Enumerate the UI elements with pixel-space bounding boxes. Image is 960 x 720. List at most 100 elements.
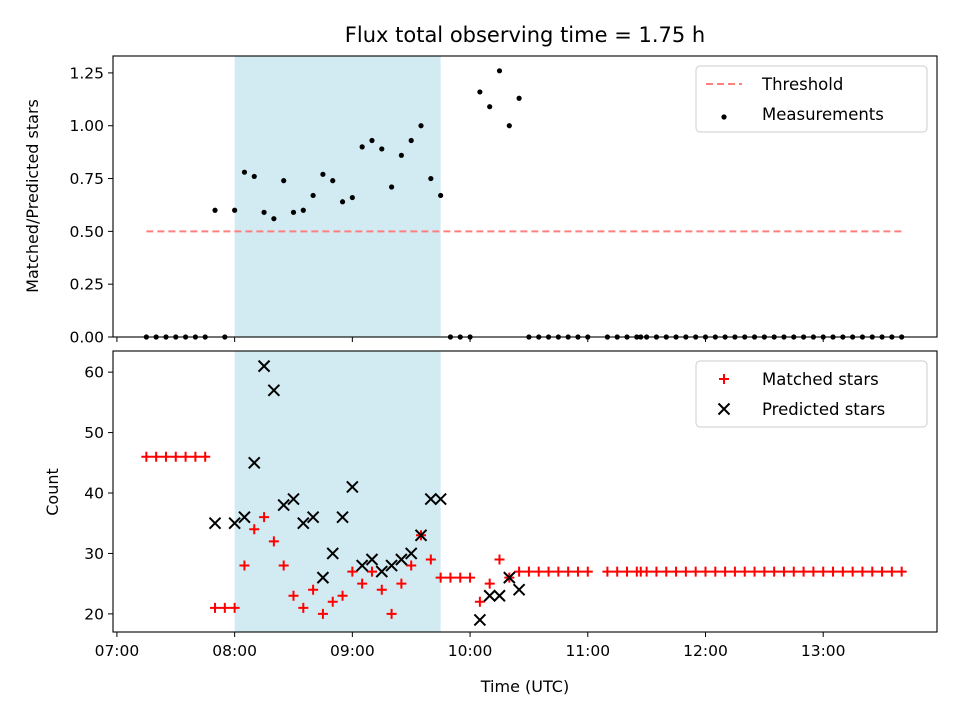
predicted-star-point <box>257 359 271 373</box>
matched-star-point <box>465 572 476 583</box>
bottom-y-axis-label: Count <box>43 468 62 516</box>
bottom-y-tick-label: 60 <box>84 364 104 382</box>
matched-star-point <box>710 566 721 577</box>
matched-star-point <box>494 554 505 565</box>
matched-star-point <box>268 536 279 547</box>
matched-star-point <box>563 566 574 577</box>
x-tick-label: 12:00 <box>683 642 728 660</box>
matched-star-point <box>317 608 328 619</box>
measurement-point <box>369 137 375 144</box>
measurement-point <box>349 194 355 201</box>
matched-star-point <box>337 590 348 601</box>
bottom-y-tick-label: 50 <box>84 424 104 442</box>
matched-star-point <box>622 566 633 577</box>
x-tick-label: 11:00 <box>565 642 610 660</box>
matched-star-point <box>445 572 456 583</box>
matched-star-point <box>327 596 338 607</box>
top-legend: Threshold Measurements <box>695 65 928 133</box>
matched-star-point <box>847 566 858 577</box>
matched-star-point <box>808 566 819 577</box>
matched-star-point <box>210 602 221 613</box>
predicted-star-point <box>346 480 359 494</box>
bottom-y-tick-label: 30 <box>84 545 104 563</box>
measurement-point <box>516 95 522 101</box>
predicted-star-point <box>316 571 330 584</box>
predicted-star-point <box>248 456 261 470</box>
measurement-point <box>320 171 326 177</box>
predicted-star-point <box>267 384 281 397</box>
matched-star-point <box>455 572 466 583</box>
predicted-star-point <box>238 510 251 524</box>
matched-star-point <box>788 566 799 577</box>
matched-star-point <box>229 602 240 613</box>
x-tick-label: 13:00 <box>801 642 846 660</box>
matched-star-point <box>180 451 191 462</box>
measurement-point <box>359 144 365 150</box>
matched-star-point <box>484 578 495 589</box>
matched-star-point <box>219 602 230 613</box>
measurement-point <box>398 152 404 158</box>
legend-label: Predicted stars <box>762 400 885 419</box>
x-tick-label: 07:00 <box>95 642 140 660</box>
matched-star-point <box>298 602 309 613</box>
matched-star-point <box>425 554 436 565</box>
matched-star-point <box>474 596 485 607</box>
bottom-panel: 20 30 40 50 60 07:00 08:00 09:00 10:00 11:00 12:00… <box>84 350 938 660</box>
matched-star-point <box>582 566 593 577</box>
top-y-tick-label: 0.25 <box>69 276 104 294</box>
matched-star-point <box>259 512 270 523</box>
matched-star-point <box>533 566 544 577</box>
top-axes-frame <box>112 55 938 338</box>
measurement-point <box>496 68 503 74</box>
matched-star-point <box>357 578 368 589</box>
measurement-point <box>330 178 336 184</box>
matched-star-point <box>602 566 613 577</box>
x-tick-label: 08:00 <box>212 642 257 660</box>
matched-star-point <box>435 572 446 583</box>
top-y-tick-label: 0.50 <box>69 223 104 241</box>
matched-star-point <box>347 566 358 577</box>
measurement-point <box>290 209 297 215</box>
bottom-legend: Matched stars Predicted stars <box>695 360 928 428</box>
predicted-star-point <box>365 553 379 566</box>
legend-matched-swatch <box>719 374 729 384</box>
matched-star-point <box>523 566 534 577</box>
measurement-point <box>212 207 218 213</box>
top-y-tick-label: 1.00 <box>69 117 104 135</box>
top-panel: 0.00 0.25 0.50 0.75 1.00 1.25 Threshold Measure… <box>69 55 938 347</box>
predicted-star-point <box>277 498 290 512</box>
predicted-star-point <box>326 547 339 560</box>
predicted-star-point <box>228 517 241 530</box>
matched-star-point <box>376 584 387 595</box>
predicted-star-point <box>208 517 222 530</box>
matched-star-point <box>249 524 260 535</box>
predicted-star-point <box>395 553 408 566</box>
measurement-point <box>418 123 424 129</box>
matched-star-point <box>406 560 417 571</box>
measurement-point <box>232 207 238 213</box>
matched-star-point <box>739 566 750 577</box>
matched-star-point <box>308 584 319 595</box>
predicted-star-point <box>336 510 349 524</box>
measurement-point <box>379 146 385 152</box>
predicted-star-point <box>512 583 526 596</box>
predicted-star-point <box>414 529 428 542</box>
measurement-point <box>408 137 414 144</box>
x-tick-label: 10:00 <box>448 642 493 660</box>
matched-star-point <box>837 566 848 577</box>
matched-star-point <box>671 566 682 577</box>
legend-label: Matched stars <box>762 370 879 389</box>
top-y-tick-label: 0.75 <box>69 170 104 188</box>
predicted-star-point <box>473 613 487 627</box>
matched-star-point <box>661 566 672 577</box>
measurement-point <box>281 178 287 184</box>
matched-star-point <box>759 566 770 577</box>
matched-star-point <box>651 566 662 577</box>
measurement-point <box>310 192 316 199</box>
matched-star-point <box>239 560 250 571</box>
measurement-point <box>339 199 346 205</box>
matched-star-point <box>818 566 829 577</box>
x-tick-label: 09:00 <box>330 642 375 660</box>
matched-star-point <box>828 566 839 577</box>
measurement-point <box>271 216 277 222</box>
